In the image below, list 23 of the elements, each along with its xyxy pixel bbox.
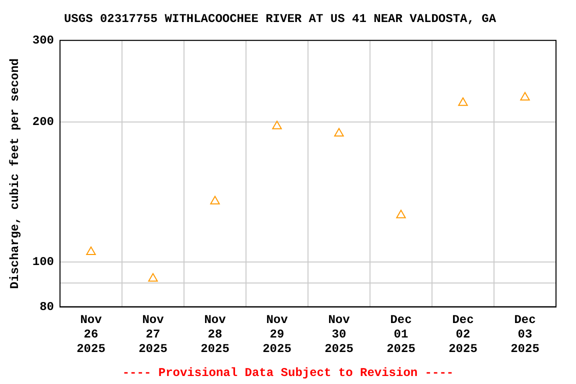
point <box>334 128 344 137</box>
x-tick-label: Nov 27 2025 <box>138 313 168 356</box>
y-tick-label: 200 <box>32 115 54 130</box>
point <box>396 210 406 218</box>
chart-title: USGS 02317755 WITHLACOOCHEE RIVER AT US 41 NEAR VALDOSTA, GA <box>64 12 497 26</box>
x-tick-label: Nov 26 2025 <box>76 313 106 356</box>
x-tick-label: Dec 03 2025 <box>510 313 540 356</box>
point <box>148 273 158 282</box>
point <box>272 120 282 130</box>
text: ---- Provisional Data Subject to Revision ---- <box>121 366 455 380</box>
point <box>520 92 530 100</box>
point <box>210 196 220 204</box>
x-tick-label: Dec 02 2025 <box>448 313 478 356</box>
y-tick-label: 100 <box>32 254 54 269</box>
y-tick-label: 300 <box>32 33 54 48</box>
x-tick-label: Dec 01 2025 <box>386 313 416 356</box>
x-tick-label: Nov 30 2025 <box>324 313 354 356</box>
x-tick-label: Nov 28 2025 <box>200 313 230 356</box>
y-axis-title: Discharge, cubic feet per second <box>8 58 22 289</box>
point <box>86 246 96 255</box>
x-tick-label: Nov 29 2025 <box>262 313 292 356</box>
point <box>458 97 468 106</box>
y-tick-label: 80 <box>40 300 54 314</box>
